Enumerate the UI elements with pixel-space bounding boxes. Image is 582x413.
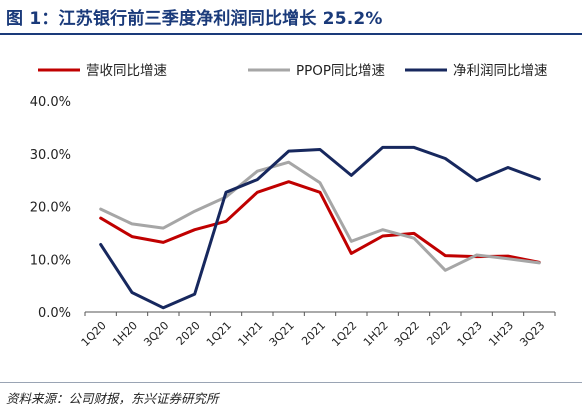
line-chart: 营收同比增速 PPOP同比增速 净利润同比增速 0.0% 10.0% 20.0% 30.0… xyxy=(30,63,556,349)
x-tick-label: 3Q23 xyxy=(517,319,547,349)
series-layer xyxy=(99,145,541,310)
x-tick-label: 1H22 xyxy=(361,319,391,349)
series-line-1 xyxy=(99,180,541,264)
x-tick-label: 1H23 xyxy=(486,319,516,349)
x-tick-label: 1Q21 xyxy=(204,319,234,349)
y-tick-label: 10.0% xyxy=(30,253,71,268)
figure-title: 图 1：江苏银行前三季度净利润同比增长 25.2% xyxy=(6,9,383,29)
x-tick-label: 3Q21 xyxy=(267,319,297,349)
x-tick-label: 2020 xyxy=(174,319,203,348)
x-tick-label: 3Q20 xyxy=(141,319,171,349)
x-axis: 1Q20 1H20 3Q20 2020 1Q21 1H21 3Q21 2021 1Q22 1H22… xyxy=(79,311,556,349)
x-tick-label: 2021 xyxy=(299,319,328,348)
x-tick-label: 3Q22 xyxy=(392,319,422,349)
series-line-2 xyxy=(99,160,541,272)
legend: 营收同比增速 PPOP同比增速 净利润同比增速 xyxy=(38,63,548,79)
x-tick-label: 2022 xyxy=(424,319,453,348)
y-tick-label: 0.0% xyxy=(38,306,71,321)
legend-label-1: 营收同比增速 xyxy=(86,63,167,79)
y-tick-label: 20.0% xyxy=(30,201,71,216)
x-tick-label: 1Q20 xyxy=(79,319,109,349)
y-tick-label: 40.0% xyxy=(30,95,71,110)
source-rule xyxy=(0,382,582,383)
y-axis: 0.0% 10.0% 20.0% 30.0% 40.0% xyxy=(30,95,71,321)
source-note: 资料来源：公司财报，东兴证券研究所 xyxy=(6,391,219,406)
x-tick-label: 1Q22 xyxy=(329,319,359,349)
title-rule xyxy=(0,33,582,35)
legend-label-2: PPOP同比增速 xyxy=(296,63,385,79)
y-tick-label: 30.0% xyxy=(30,148,71,163)
series-line-3 xyxy=(99,145,541,310)
x-tick-label: 1Q23 xyxy=(455,319,485,349)
legend-label-3: 净利润同比增速 xyxy=(453,63,548,79)
x-tick-label: 1H21 xyxy=(236,319,266,349)
x-tick-label: 1H20 xyxy=(110,319,140,349)
